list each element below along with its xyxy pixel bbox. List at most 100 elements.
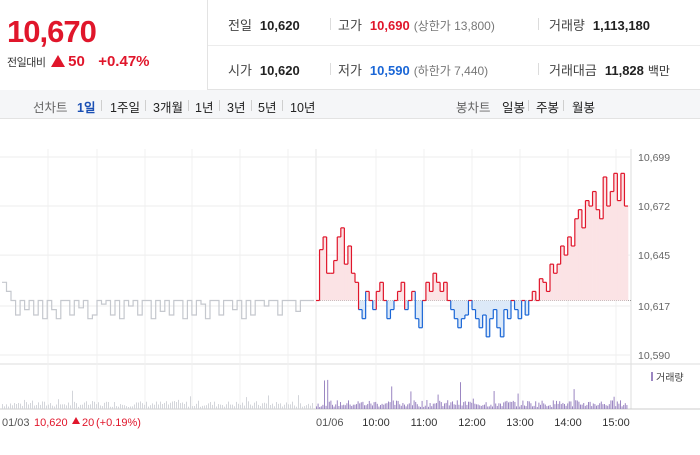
prev-volume-bar — [274, 406, 275, 409]
prev-volume-bar — [250, 404, 251, 409]
prev-volume-bar — [312, 403, 313, 409]
area-fill — [376, 291, 381, 301]
volume-bar — [360, 402, 362, 409]
tab-monthly[interactable]: 월봉 — [572, 101, 596, 115]
area-fill — [486, 300, 491, 337]
tab-1y[interactable]: 1년 — [195, 101, 214, 115]
prev-volume-bar — [238, 403, 239, 409]
volume-bar — [365, 405, 367, 409]
prev-volume-bar — [110, 406, 111, 409]
volume-bar — [341, 405, 343, 409]
area-fill — [418, 300, 423, 328]
prev-volume-bar — [272, 403, 273, 409]
prev-volume-bar — [214, 401, 215, 409]
prev-volume-bar — [94, 401, 95, 409]
prev-volume-bar — [96, 404, 97, 409]
volume-bar — [519, 406, 521, 409]
prev-volume-bar — [124, 405, 125, 409]
today-fill — [319, 173, 629, 337]
volume-bar — [455, 404, 457, 409]
volume-bar — [565, 405, 567, 409]
volume-bar — [543, 403, 545, 409]
volume-bar — [320, 406, 322, 409]
area-fill — [560, 246, 565, 301]
prev-volume-bar — [306, 405, 307, 409]
volume-bar — [456, 400, 458, 409]
volume-bar — [367, 403, 369, 409]
volume-bar — [626, 405, 628, 409]
prev-volume-bar — [270, 404, 271, 409]
tab-weekly[interactable]: 주봉 — [536, 101, 560, 115]
volume-bar — [440, 402, 442, 409]
volume-bar — [522, 400, 524, 409]
volume-bar — [450, 402, 452, 409]
area-fill — [401, 282, 405, 301]
prev-volume-bar — [46, 405, 47, 409]
volume-bar — [400, 405, 402, 409]
tab-3y[interactable]: 3년 — [227, 101, 246, 115]
prev-volume-bar — [22, 405, 23, 409]
area-fill — [603, 176, 608, 301]
area-fill — [379, 282, 384, 301]
area-fill — [592, 191, 597, 301]
separator — [145, 100, 146, 111]
prev-volume-bar — [248, 401, 249, 409]
prev-volume-bar — [162, 404, 163, 409]
tab-1w[interactable]: 1주일 — [110, 101, 140, 115]
area-fill — [436, 282, 441, 301]
prev-volume-bar — [120, 404, 121, 409]
tab-daily[interactable]: 일봉 — [502, 101, 526, 115]
area-fill — [404, 300, 409, 310]
prev-volume-bar — [236, 401, 237, 409]
prev-volume-bar — [136, 402, 137, 409]
volume-bar — [482, 405, 484, 409]
prev-volume-bar — [310, 405, 311, 409]
volume-bar — [348, 400, 349, 409]
volume-bar — [512, 400, 514, 409]
prev-volume-bar — [64, 404, 65, 409]
prev-volume-bar — [302, 406, 303, 409]
volume-bar — [375, 401, 377, 409]
volume-bar — [586, 404, 588, 409]
prev-volume-bar — [38, 402, 39, 409]
line-chart-label: 선차트 — [33, 101, 68, 115]
separator — [538, 18, 539, 30]
volume-bar — [560, 404, 562, 409]
current-price: 10,670 — [7, 14, 97, 49]
prev-volume-bar — [76, 403, 77, 409]
y-tick-label: 10,645 — [638, 250, 670, 262]
tab-1d[interactable]: 1일 — [77, 101, 96, 115]
volume-bar — [504, 401, 506, 409]
prev-volume-bar — [138, 402, 139, 409]
separator — [101, 100, 102, 111]
area-fill — [496, 300, 501, 328]
prev-volume-bar — [84, 402, 85, 409]
prev-volume-bar — [186, 401, 187, 409]
volume-bar — [541, 400, 543, 409]
area-fill — [518, 300, 522, 319]
area-fill — [599, 218, 604, 301]
volume-bar — [616, 401, 618, 409]
volume-bars — [2, 379, 628, 409]
tab-5y[interactable]: 5년 — [258, 101, 277, 115]
prev-volume-bar — [126, 406, 127, 409]
volume-bar — [530, 403, 532, 409]
tab-3m[interactable]: 3개월 — [153, 101, 183, 115]
prev-volume-bar — [144, 404, 145, 409]
price-chart[interactable]: 10,699 10,672 10,645 10,617 10,590 거래량 01/03 10… — [0, 119, 700, 450]
open-value: 10,620 — [259, 63, 300, 78]
volume-bar — [408, 403, 410, 409]
volume-bar — [568, 401, 570, 409]
volume-bar — [463, 402, 465, 409]
prev-volume-bar — [174, 401, 175, 409]
prev-volume-bar — [2, 404, 3, 409]
volume-bar — [421, 400, 423, 409]
prev-volume-bar — [48, 404, 49, 409]
volume-bar — [415, 401, 417, 409]
volume-bar — [498, 403, 500, 409]
volume-bar — [453, 404, 455, 409]
tab-10y[interactable]: 10년 — [290, 101, 316, 115]
volume-bar — [551, 406, 553, 409]
volume-bar — [612, 400, 613, 409]
volume-bar — [469, 401, 471, 409]
